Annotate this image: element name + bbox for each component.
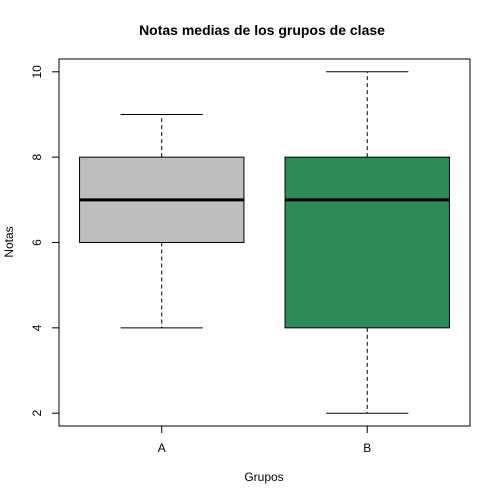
y-axis-label: Notas [2, 226, 16, 257]
y-tick-label: 4 [30, 324, 44, 331]
boxes-layer [79, 71, 450, 414]
chart-title: Notas medias de los grupos de clase [139, 22, 385, 38]
x-axis-label: Grupos [244, 470, 283, 484]
y-tick-label: 8 [30, 153, 44, 160]
y-tick-label: 6 [30, 239, 44, 246]
y-tick-label: 2 [30, 410, 44, 417]
x-tick-label: A [158, 441, 166, 455]
box-group-A [79, 113, 245, 329]
box-iqr [284, 156, 450, 329]
box-group-B [284, 71, 450, 414]
y-axis: 2 4 6 8 10 [30, 65, 60, 417]
y-tick-label: 10 [30, 65, 44, 79]
x-tick-label: B [363, 441, 371, 455]
